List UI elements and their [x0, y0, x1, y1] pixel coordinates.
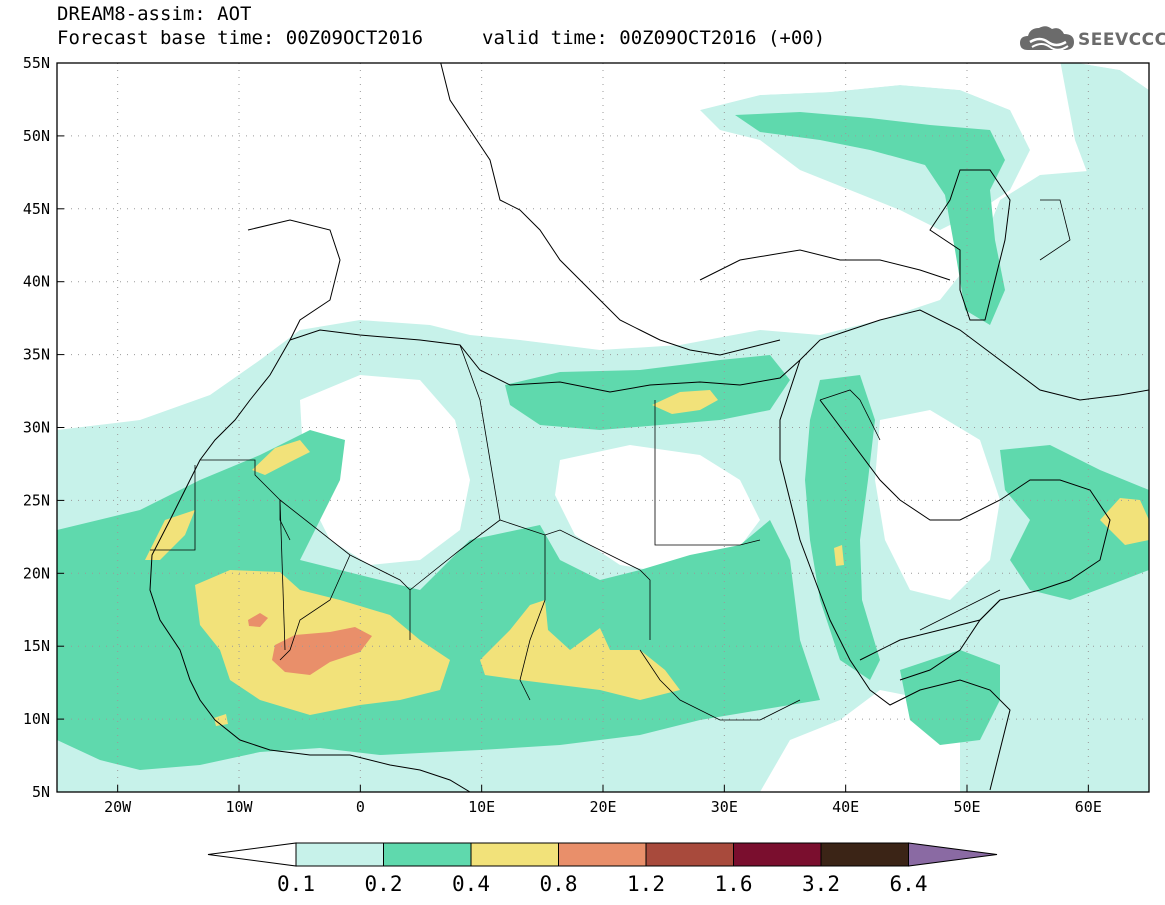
latitude-tick-label: 5N: [32, 783, 50, 801]
map-title: DREAM8-assim: AOT: [57, 3, 252, 25]
seevccc-logo: SEEVCCC: [1018, 22, 1165, 56]
aot-shade-0-8-dot: [248, 613, 268, 627]
aot-shade-0-2-yemen: [900, 650, 1000, 745]
aot-clear-arabia: [875, 410, 1000, 600]
aot-clear-sahara-1: [300, 375, 470, 565]
aot-clear-sahara-2: [555, 445, 760, 575]
aot-shade-0-4-morocco: [252, 440, 310, 475]
colorbar-level-label: 0.2: [364, 872, 403, 896]
colorbar-swatch: [558, 842, 647, 867]
colorbar-swatch: [820, 842, 909, 867]
aot-shading: [57, 63, 1149, 792]
longitude-tick-label: 20E: [589, 798, 616, 816]
colorbar-swatch: [470, 842, 559, 867]
colorbar-swatch: [295, 842, 384, 867]
aot-shade-0-4-guinea-dot: [214, 714, 228, 726]
valid-time: valid time: 00Z09OCT2016 (+00): [482, 27, 826, 49]
latitude-tick-label: 35N: [23, 346, 50, 364]
coastlines: [149, 63, 1149, 792]
longitude-tick-label: 10E: [468, 798, 495, 816]
aot-shade-0-2-gulf: [1000, 445, 1149, 600]
colorbar-level-label: 1.6: [714, 872, 753, 896]
colorbar-level-label: 0.4: [452, 872, 490, 896]
latitude-tick-label: 15N: [23, 637, 50, 655]
cloud-icon: [1020, 26, 1074, 51]
latitude-tick-label: 20N: [23, 564, 50, 582]
colorbar: [207, 842, 998, 867]
aot-shade-0-2-libya-egypt: [505, 355, 790, 430]
longitude-tick-label: 50E: [953, 798, 980, 816]
latitude-tick-label: 25N: [23, 491, 50, 509]
latitude-tick-label: 30N: [23, 419, 50, 437]
longitude-tick-label: 30E: [711, 798, 738, 816]
aot-shade-0-4-coast: [145, 510, 195, 560]
colorbar-swatch: [645, 842, 734, 867]
colorbar-below-arrow: [207, 842, 297, 867]
latitude-tick-label: 40N: [23, 273, 50, 291]
aot-shade-0-8-mali: [272, 627, 372, 675]
longitude-tick-label: 60E: [1075, 798, 1102, 816]
aot-shade-0-4-redsea-dot: [834, 545, 844, 566]
colorbar-level-label: 0.1: [277, 872, 315, 896]
longitude-labels: 20W 10W 0 10E 20E 30E 40E 50E 60E: [104, 785, 1102, 816]
map-graticule: [57, 63, 1149, 792]
longitude-tick-label: 0: [356, 798, 365, 816]
latitude-tick-label: 50N: [23, 127, 50, 145]
country-borders: [150, 199, 1071, 721]
aot-shade-0-4-oman: [1100, 498, 1149, 545]
longitude-tick-label: 10W: [225, 798, 253, 816]
longitude-tick-label: 20W: [104, 798, 132, 816]
latitude-tick-label: 10N: [23, 710, 50, 728]
latitude-tick-label: 45N: [23, 200, 50, 218]
colorbar-level-label: 3.2: [802, 872, 840, 896]
colorbar-level-label: 1.2: [627, 872, 665, 896]
colorbar-above-arrow: [908, 842, 998, 867]
longitude-tick-label: 40E: [832, 798, 859, 816]
forecast-base-time: Forecast base time: 00Z09OCT2016: [57, 27, 424, 49]
colorbar-swatch: [383, 842, 472, 867]
latitude-labels: 5N 10N 15N 20N 25N 30N 35N 40N 45N 50N 55N: [23, 54, 64, 801]
colorbar-level-label: 6.4: [889, 872, 928, 896]
aot-shade-0-4-chad: [480, 600, 680, 700]
colorbar-swatch: [733, 842, 822, 867]
aot-shade-0-2-caspian: [735, 112, 1005, 325]
aot-shade-0-4-egypt: [652, 390, 718, 414]
latitude-tick-label: 55N: [23, 54, 50, 72]
logo-text: SEEVCCC: [1078, 30, 1165, 50]
colorbar-level-label: 0.8: [539, 872, 578, 896]
aot-shade-0-1-east: [1060, 63, 1149, 200]
